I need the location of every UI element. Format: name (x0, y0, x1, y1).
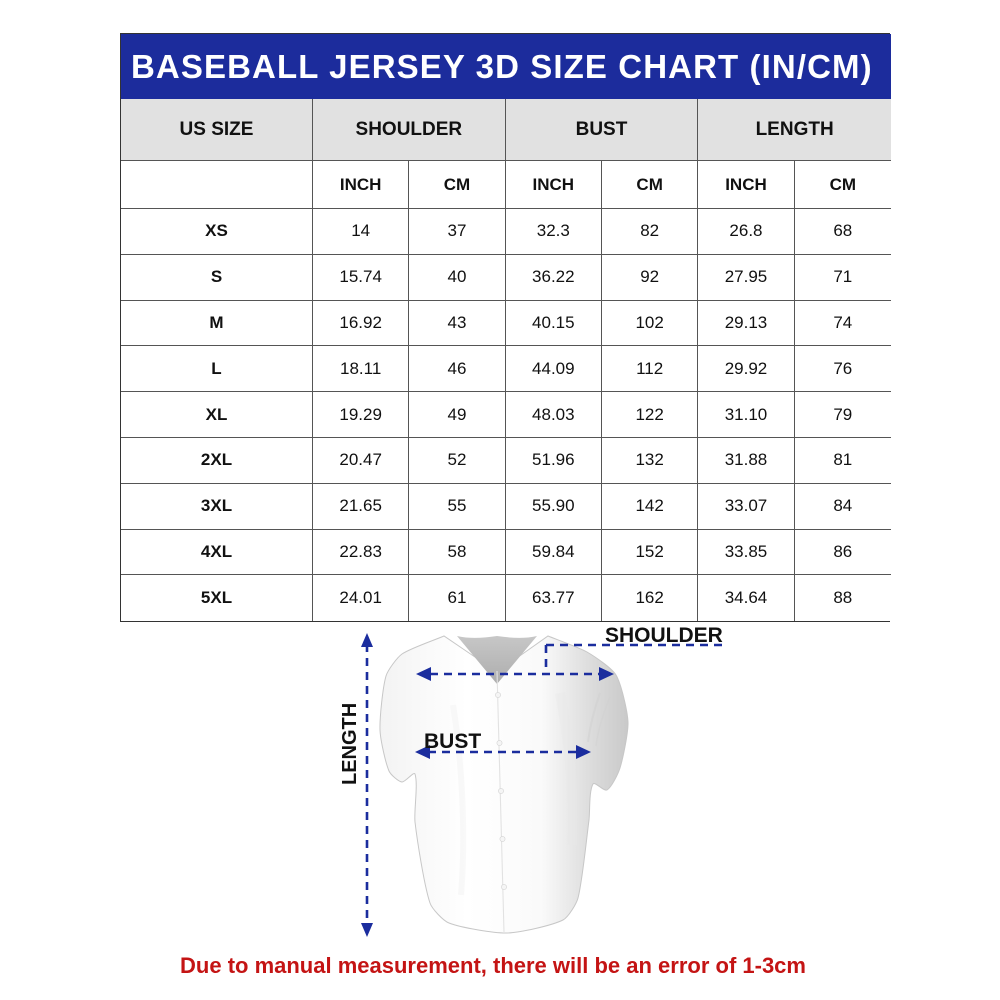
svg-text:Due to manual measurement, the: Due to manual measurement, there will be… (180, 953, 806, 978)
svg-text:SHOULDER: SHOULDER (605, 624, 723, 647)
svg-text:LENGTH: LENGTH (339, 703, 361, 785)
svg-text:BUST: BUST (424, 730, 481, 753)
